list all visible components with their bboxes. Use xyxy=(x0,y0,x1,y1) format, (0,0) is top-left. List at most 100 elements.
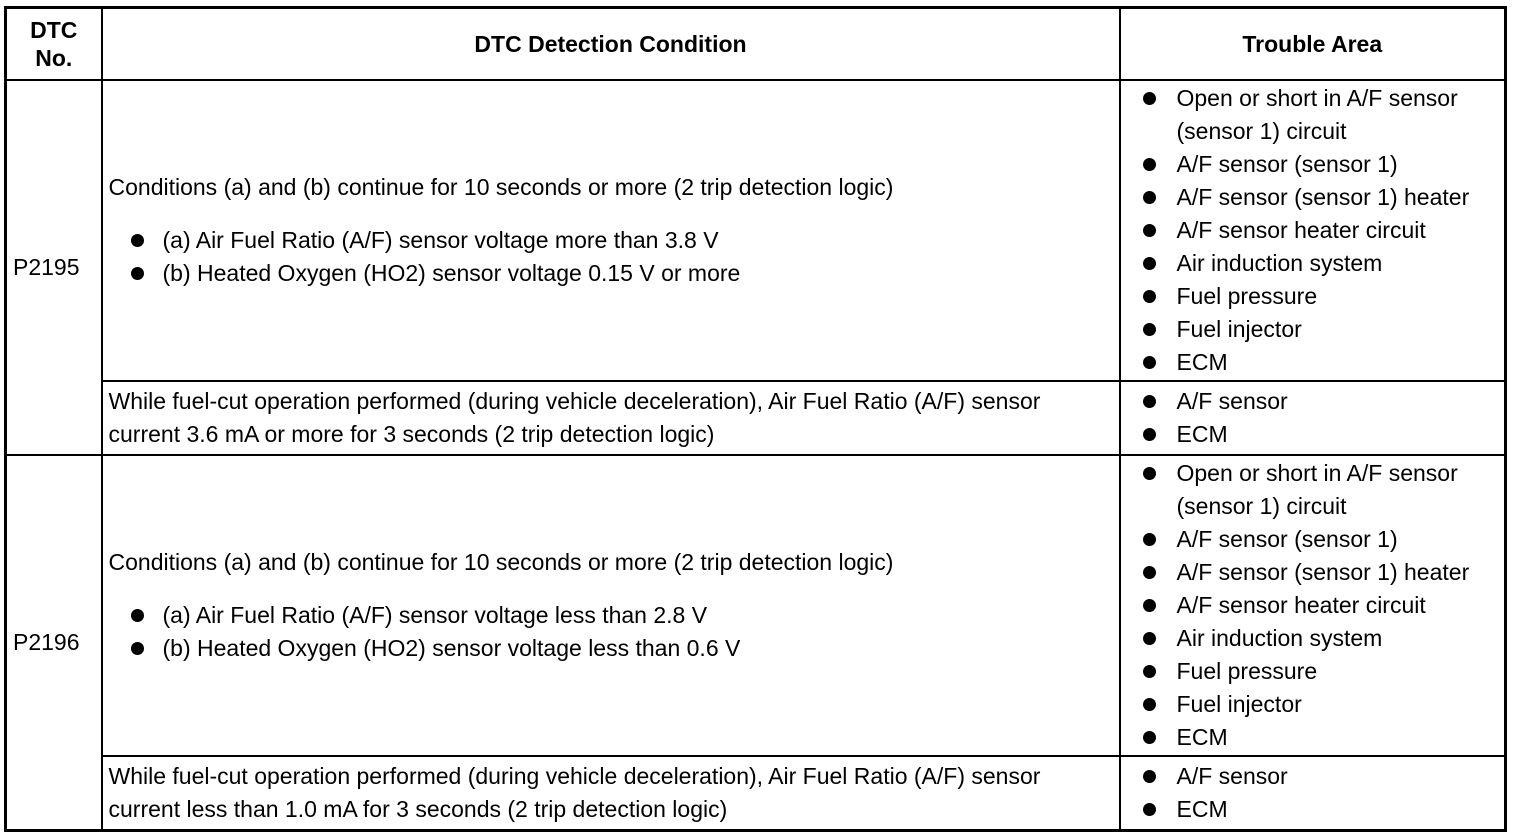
trouble-area-text: Air induction system xyxy=(1176,249,1383,276)
trouble-area-item: Fuel injector xyxy=(1142,313,1501,346)
bullet-icon xyxy=(130,642,144,656)
table-body: P2195 Conditions (a) and (b) continue for… xyxy=(4,78,1507,832)
bullet-icon xyxy=(1142,157,1156,171)
bullet-icon xyxy=(1142,467,1156,481)
bullet-icon xyxy=(1142,427,1156,441)
bullet-icon xyxy=(1142,91,1156,105)
condition-item: (a) Air Fuel Ratio (A/F) sensor voltage … xyxy=(130,224,1111,257)
bullet-icon xyxy=(1142,355,1156,369)
trouble-area-item: A/F sensor (sensor 1) heater xyxy=(1142,181,1501,214)
condition-item-text: (b) Heated Oxygen (HO2) sensor voltage l… xyxy=(162,635,741,662)
bullet-icon xyxy=(1142,803,1156,817)
trouble-area-cell: A/F sensor ECM xyxy=(1118,379,1507,456)
detection-condition-cell: While fuel-cut operation performed (duri… xyxy=(100,379,1121,456)
condition-text: While fuel-cut operation performed (duri… xyxy=(108,763,1041,823)
trouble-area-cell: A/F sensor ECM xyxy=(1118,755,1507,832)
condition-item-text: (a) Air Fuel Ratio (A/F) sensor voltage … xyxy=(162,226,719,253)
condition-list: (a) Air Fuel Ratio (A/F) sensor voltage … xyxy=(109,599,1111,665)
trouble-area-item: ECM xyxy=(1142,418,1501,451)
trouble-area-text: A/F sensor (sensor 1) xyxy=(1176,150,1398,177)
trouble-area-text: A/F sensor (sensor 1) heater xyxy=(1176,559,1470,586)
trouble-area-text: A/F sensor heater circuit xyxy=(1176,592,1426,619)
detection-condition-cell: While fuel-cut operation performed (duri… xyxy=(100,755,1121,832)
trouble-area-list: A/F sensor ECM xyxy=(1142,385,1501,451)
bullet-icon xyxy=(1142,256,1156,270)
condition-item: (b) Heated Oxygen (HO2) sensor voltage 0… xyxy=(130,257,1111,290)
bullet-icon xyxy=(1142,289,1156,303)
trouble-area-item: Fuel injector xyxy=(1142,688,1501,721)
trouble-area-cell: Open or short in A/F sensor (sensor 1) c… xyxy=(1118,78,1507,382)
trouble-area-text: Fuel injector xyxy=(1176,315,1302,342)
table-row: P2195 Conditions (a) and (b) continue for… xyxy=(4,78,1507,456)
bullet-icon xyxy=(130,266,144,280)
trouble-area-item: Fuel pressure xyxy=(1142,655,1501,688)
detection-condition-cell: Conditions (a) and (b) continue for 10 s… xyxy=(100,78,1121,382)
trouble-area-text: Open or short in A/F sensor (sensor 1) c… xyxy=(1176,84,1458,144)
condition-list: (a) Air Fuel Ratio (A/F) sensor voltage … xyxy=(109,224,1111,290)
trouble-area-text: Air induction system xyxy=(1176,625,1383,652)
trouble-area-text: Fuel pressure xyxy=(1176,658,1318,685)
trouble-area-item: Air induction system xyxy=(1142,622,1501,655)
trouble-area-text: A/F sensor xyxy=(1176,763,1288,790)
bullet-icon xyxy=(1142,665,1156,679)
header-trouble-area: Trouble Area xyxy=(1118,6,1507,81)
table-row: P2196 Conditions (a) and (b) continue for… xyxy=(4,453,1507,832)
bullet-icon xyxy=(1142,566,1156,580)
trouble-area-list: A/F sensor ECM xyxy=(1142,760,1501,826)
trouble-area-text: A/F sensor xyxy=(1176,387,1288,414)
trouble-area-list: Open or short in A/F sensor (sensor 1) c… xyxy=(1142,457,1501,754)
bullet-icon xyxy=(130,609,144,623)
trouble-area-text: A/F sensor heater circuit xyxy=(1176,216,1426,243)
condition-text: Conditions (a) and (b) continue for 10 s… xyxy=(108,173,894,200)
condition-item-text: (a) Air Fuel Ratio (A/F) sensor voltage … xyxy=(162,602,708,629)
trouble-area-text: ECM xyxy=(1176,724,1228,751)
trouble-area-text: Fuel pressure xyxy=(1176,282,1318,309)
header-dtc-no: DTC No. xyxy=(4,6,103,81)
header-row: DTC No. DTC Detection Condition Trouble … xyxy=(4,6,1507,81)
bullet-icon xyxy=(1142,394,1156,408)
dtc-code-cell: P2195 xyxy=(4,78,103,456)
trouble-area-text: ECM xyxy=(1176,420,1228,447)
header-detection-condition: DTC Detection Condition xyxy=(100,6,1121,81)
detection-condition-cell: Conditions (a) and (b) continue for 10 s… xyxy=(100,453,1121,758)
trouble-area-cell: Open or short in A/F sensor (sensor 1) c… xyxy=(1118,453,1507,758)
condition-item: (b) Heated Oxygen (HO2) sensor voltage l… xyxy=(130,632,1111,665)
trouble-area-text: ECM xyxy=(1176,348,1228,375)
bullet-icon xyxy=(1142,770,1156,784)
trouble-area-item: Open or short in A/F sensor (sensor 1) c… xyxy=(1142,457,1501,523)
trouble-area-item: A/F sensor xyxy=(1142,760,1501,793)
trouble-area-item: A/F sensor (sensor 1) xyxy=(1142,523,1501,556)
trouble-area-item: A/F sensor heater circuit xyxy=(1142,589,1501,622)
trouble-area-text: A/F sensor (sensor 1) xyxy=(1176,526,1398,553)
bullet-icon xyxy=(1142,190,1156,204)
trouble-area-item: ECM xyxy=(1142,346,1501,379)
trouble-area-item: A/F sensor (sensor 1) heater xyxy=(1142,556,1501,589)
trouble-area-list: Open or short in A/F sensor (sensor 1) c… xyxy=(1142,82,1501,379)
trouble-area-item: ECM xyxy=(1142,793,1501,826)
trouble-area-item: Fuel pressure xyxy=(1142,280,1501,313)
condition-item-text: (b) Heated Oxygen (HO2) sensor voltage 0… xyxy=(162,259,741,286)
bullet-icon xyxy=(1142,223,1156,237)
trouble-area-item: A/F sensor heater circuit xyxy=(1142,214,1501,247)
condition-text: While fuel-cut operation performed (duri… xyxy=(108,387,1041,447)
trouble-area-item: A/F sensor (sensor 1) xyxy=(1142,148,1501,181)
bullet-icon xyxy=(130,233,144,247)
condition-text: Conditions (a) and (b) continue for 10 s… xyxy=(108,549,894,576)
table-row: While fuel-cut operation performed (duri… xyxy=(6,379,1507,456)
trouble-area-item: ECM xyxy=(1142,721,1501,754)
trouble-area-item: Air induction system xyxy=(1142,247,1501,280)
table-row: While fuel-cut operation performed (duri… xyxy=(6,755,1507,832)
bullet-icon xyxy=(1142,599,1156,613)
bullet-icon xyxy=(1142,632,1156,646)
trouble-area-text: Fuel injector xyxy=(1176,691,1302,718)
trouble-area-item: A/F sensor xyxy=(1142,385,1501,418)
header-dtc-no-label: DTC No. xyxy=(30,16,78,71)
trouble-area-item: Open or short in A/F sensor (sensor 1) c… xyxy=(1142,82,1501,148)
trouble-area-text: Open or short in A/F sensor (sensor 1) c… xyxy=(1176,460,1458,520)
bullet-icon xyxy=(1142,322,1156,336)
dtc-table: DTC No. DTC Detection Condition Trouble … xyxy=(4,6,1507,832)
bullet-icon xyxy=(1142,533,1156,547)
bullet-icon xyxy=(1142,698,1156,712)
trouble-area-text: ECM xyxy=(1176,796,1228,823)
condition-item: (a) Air Fuel Ratio (A/F) sensor voltage … xyxy=(130,599,1111,632)
